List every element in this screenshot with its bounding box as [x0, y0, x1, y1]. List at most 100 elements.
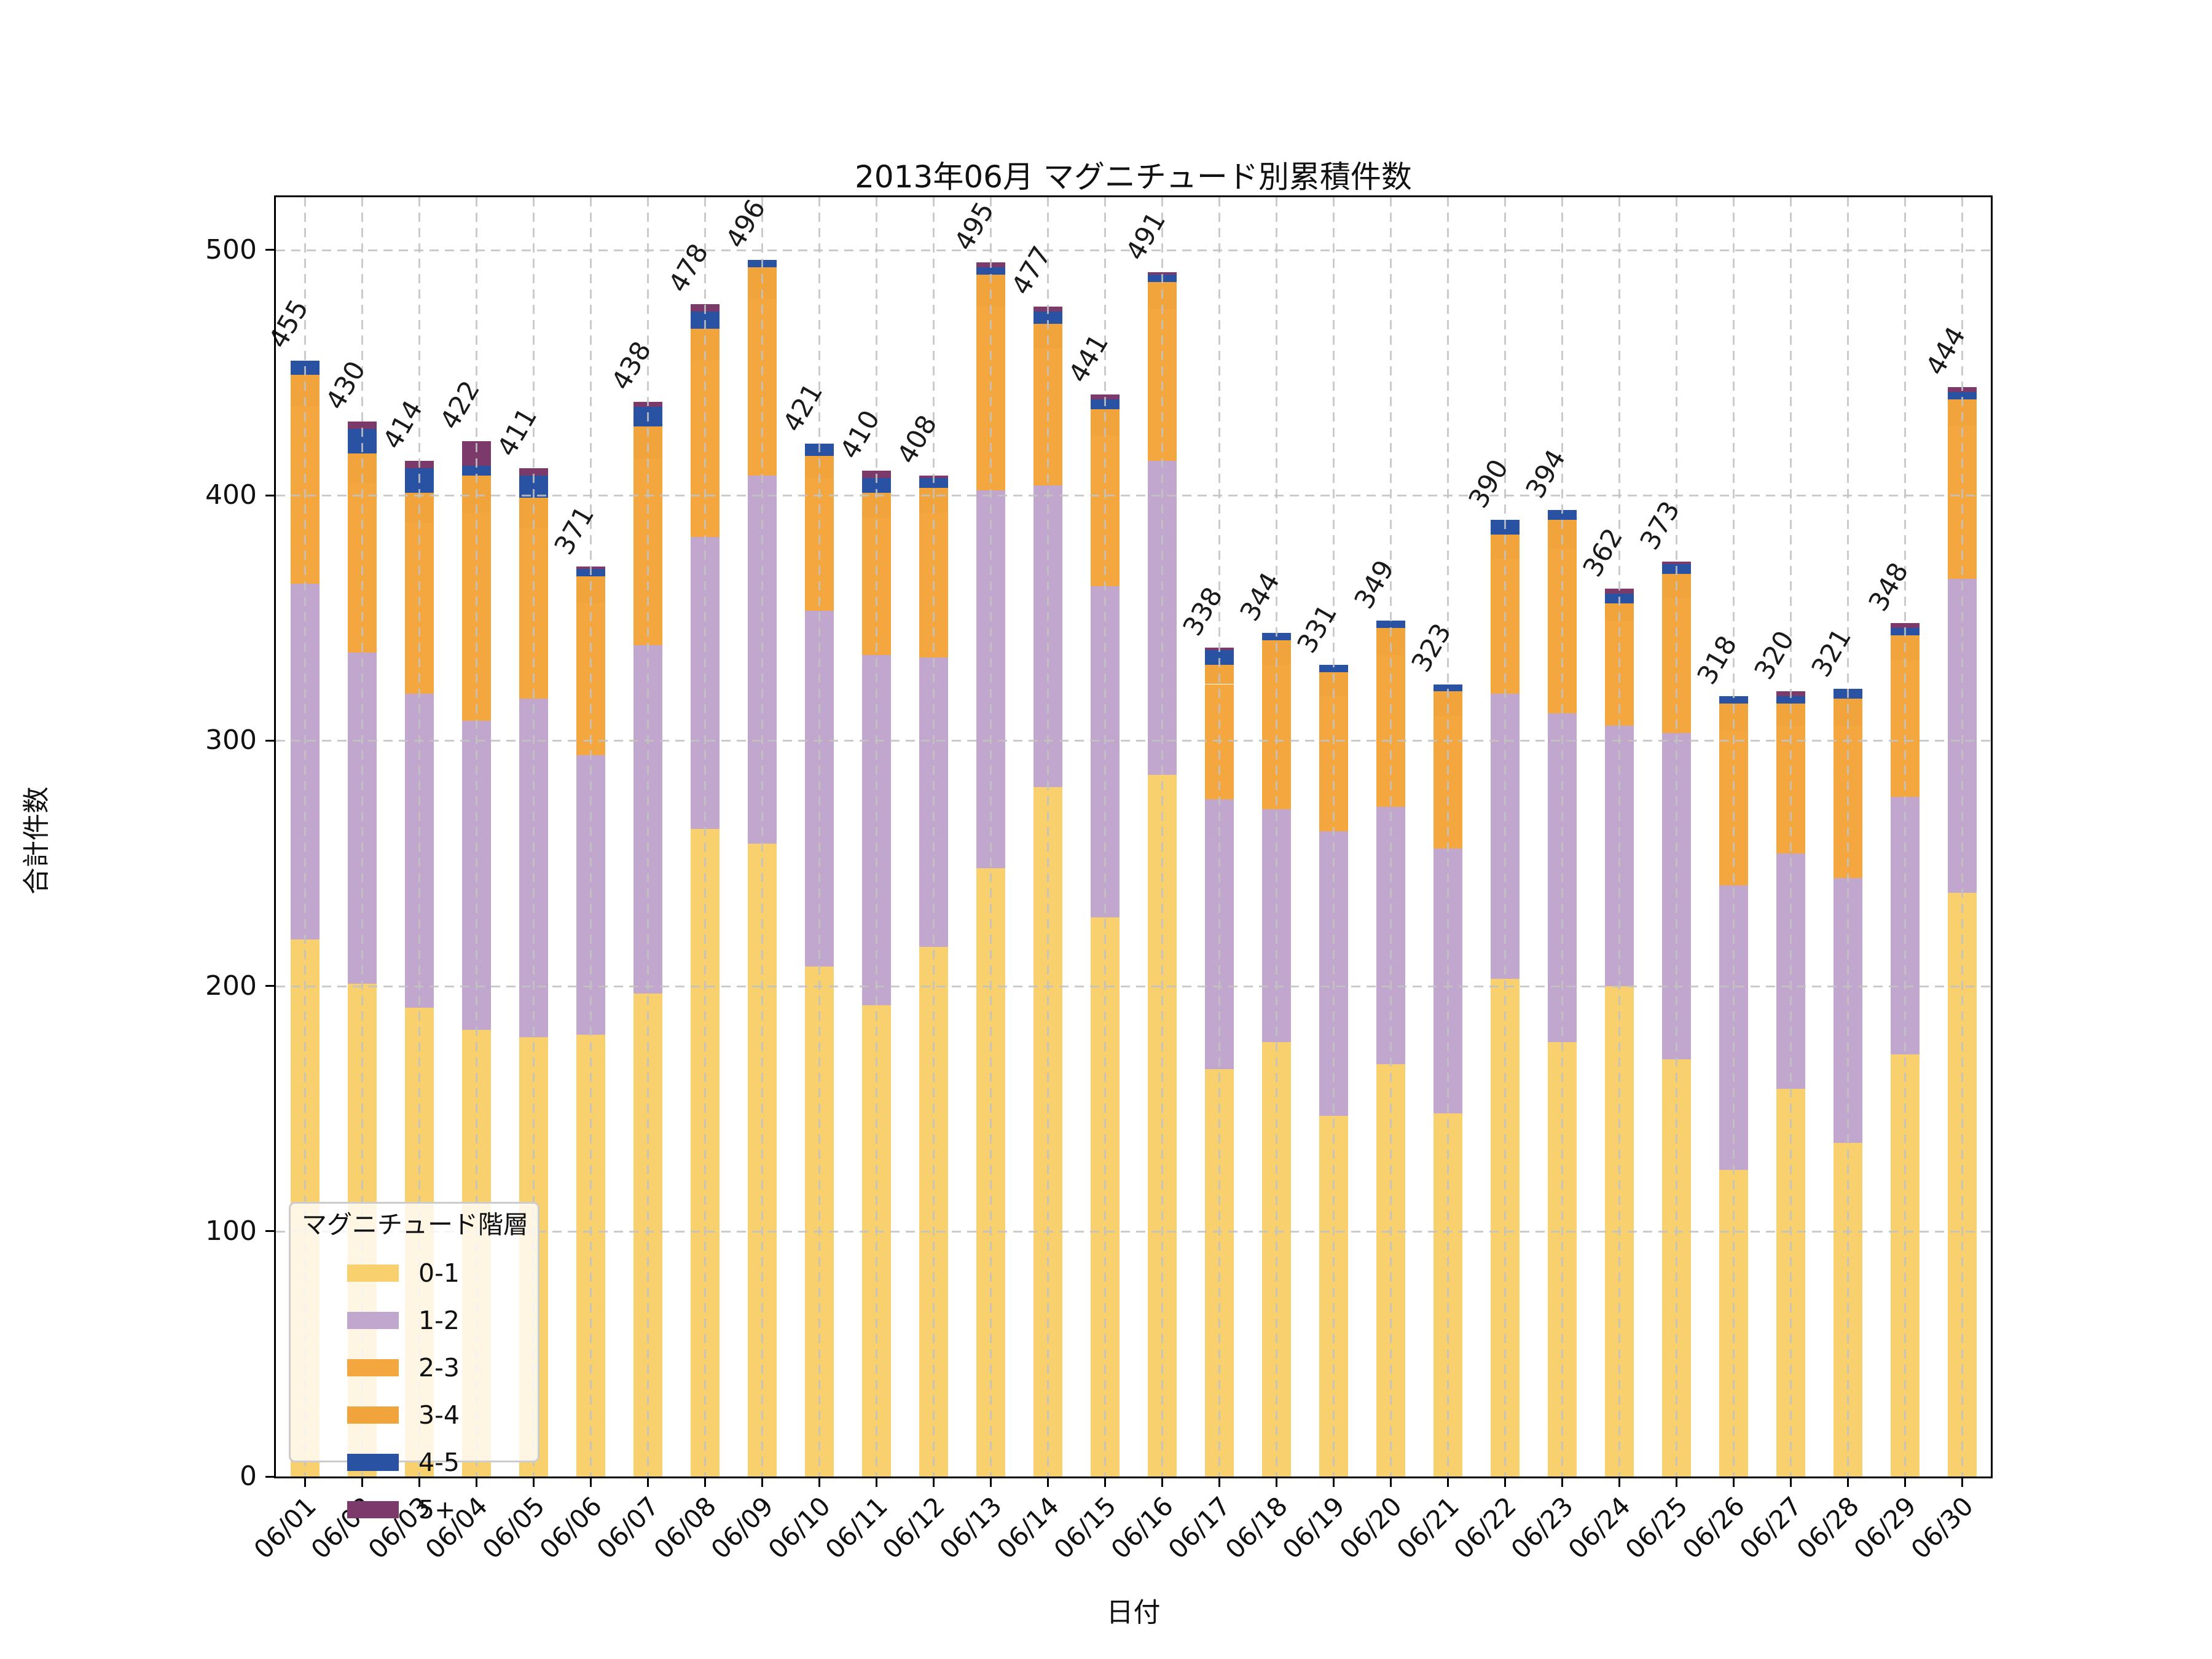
x-gridline	[532, 197, 535, 1477]
x-gridline	[1504, 197, 1506, 1477]
legend-title: マグニチュード階層	[302, 1210, 528, 1239]
x-gridline	[1961, 197, 1963, 1477]
x-tick	[1846, 1477, 1849, 1487]
x-gridline	[1618, 197, 1620, 1477]
y-tick	[265, 1230, 276, 1233]
y-gridline	[276, 1230, 1991, 1233]
y-tick	[265, 985, 276, 987]
legend-item-2-3: 2-3	[347, 1354, 538, 1381]
y-tick-label: 200	[205, 970, 257, 1002]
x-gridline	[1275, 197, 1277, 1477]
x-gridline	[1675, 197, 1677, 1477]
x-tick	[1961, 1477, 1963, 1487]
y-tick-label: 300	[205, 724, 257, 756]
x-tick	[1218, 1477, 1220, 1487]
x-tick	[761, 1477, 763, 1487]
y-tick-label: 0	[240, 1461, 257, 1492]
legend-item-0-1: 0-1	[347, 1260, 538, 1287]
plot-area	[276, 197, 1991, 1477]
x-tick	[932, 1477, 935, 1487]
x-gridline	[361, 197, 363, 1477]
x-tick	[1161, 1477, 1163, 1487]
x-gridline	[818, 197, 820, 1477]
legend-swatch	[347, 1265, 399, 1282]
x-gridline	[1161, 197, 1163, 1477]
y-axis-title: 合計件数	[21, 786, 52, 895]
y-gridline	[276, 495, 1991, 497]
x-gridline	[1846, 197, 1849, 1477]
x-tick	[532, 1477, 535, 1487]
x-gridline	[1332, 197, 1335, 1477]
x-tick	[875, 1477, 877, 1487]
x-tick	[646, 1477, 649, 1487]
x-gridline	[1104, 197, 1106, 1477]
x-gridline	[475, 197, 477, 1477]
x-tick	[1561, 1477, 1563, 1487]
legend-label: 4-5	[418, 1448, 460, 1477]
x-tick	[1104, 1477, 1106, 1487]
y-gridline	[276, 740, 1991, 742]
x-gridline	[932, 197, 935, 1477]
x-gridline	[989, 197, 992, 1477]
x-gridline	[1218, 197, 1220, 1477]
legend-label: 3-4	[418, 1400, 460, 1430]
x-tick	[818, 1477, 820, 1487]
legend-item-4-5: 4-5	[347, 1449, 538, 1476]
chart-title: 2013年06月 マグニチュード別累積件数	[855, 159, 1412, 195]
y-tick	[265, 249, 276, 251]
legend-label: 5+	[418, 1495, 456, 1524]
legend-label: 0-1	[418, 1258, 460, 1288]
x-gridline	[1904, 197, 1906, 1477]
x-gridline	[1389, 197, 1392, 1477]
x-gridline	[418, 197, 420, 1477]
x-tick	[304, 1477, 306, 1487]
x-tick	[704, 1477, 706, 1487]
y-gridline	[276, 985, 1991, 987]
x-gridline	[1046, 197, 1049, 1477]
legend-item-3-4: 3-4	[347, 1402, 538, 1429]
x-tick	[418, 1477, 420, 1487]
y-tick-label: 500	[205, 233, 257, 265]
x-tick	[1046, 1477, 1049, 1487]
legend-swatch	[347, 1359, 399, 1376]
legend: マグニチュード階層 0-1 1-2 2-3 3-4 4-5 5+	[289, 1202, 539, 1523]
x-gridline	[1732, 197, 1735, 1477]
x-gridline	[1446, 197, 1449, 1477]
x-gridline	[589, 197, 592, 1477]
y-tick	[265, 1475, 276, 1478]
legend-label: 2-3	[418, 1353, 460, 1382]
x-tick	[989, 1477, 992, 1487]
x-tick	[1732, 1477, 1735, 1487]
x-tick	[589, 1477, 592, 1487]
x-tick	[475, 1477, 477, 1487]
y-tick-label: 400	[205, 479, 257, 511]
y-tick-label: 100	[205, 1215, 257, 1247]
x-tick	[361, 1477, 363, 1487]
legend-swatch	[347, 1501, 399, 1518]
legend-item-1-2: 1-2	[347, 1307, 538, 1334]
x-tick	[1675, 1477, 1677, 1487]
y-tick	[265, 739, 276, 742]
x-tick	[1618, 1477, 1620, 1487]
x-tick	[1389, 1477, 1392, 1487]
x-gridline	[875, 197, 877, 1477]
legend-item-5+: 5+	[347, 1496, 538, 1523]
x-gridline	[304, 197, 306, 1477]
legend-swatch	[347, 1312, 399, 1329]
y-gridline	[276, 249, 1991, 251]
legend-label: 1-2	[418, 1306, 460, 1335]
x-gridline	[1789, 197, 1792, 1477]
x-gridline	[1561, 197, 1563, 1477]
x-tick	[1789, 1477, 1792, 1487]
x-gridline	[761, 197, 763, 1477]
legend-swatch	[347, 1406, 399, 1424]
x-axis-title: 日付	[1106, 1597, 1161, 1628]
x-tick	[1904, 1477, 1906, 1487]
legend-entries: 0-1 1-2 2-3 3-4 4-5 5+	[302, 1260, 538, 1523]
legend-swatch	[347, 1454, 399, 1471]
x-gridline	[704, 197, 706, 1477]
x-tick	[1332, 1477, 1335, 1487]
x-tick	[1504, 1477, 1506, 1487]
x-tick	[1275, 1477, 1277, 1487]
